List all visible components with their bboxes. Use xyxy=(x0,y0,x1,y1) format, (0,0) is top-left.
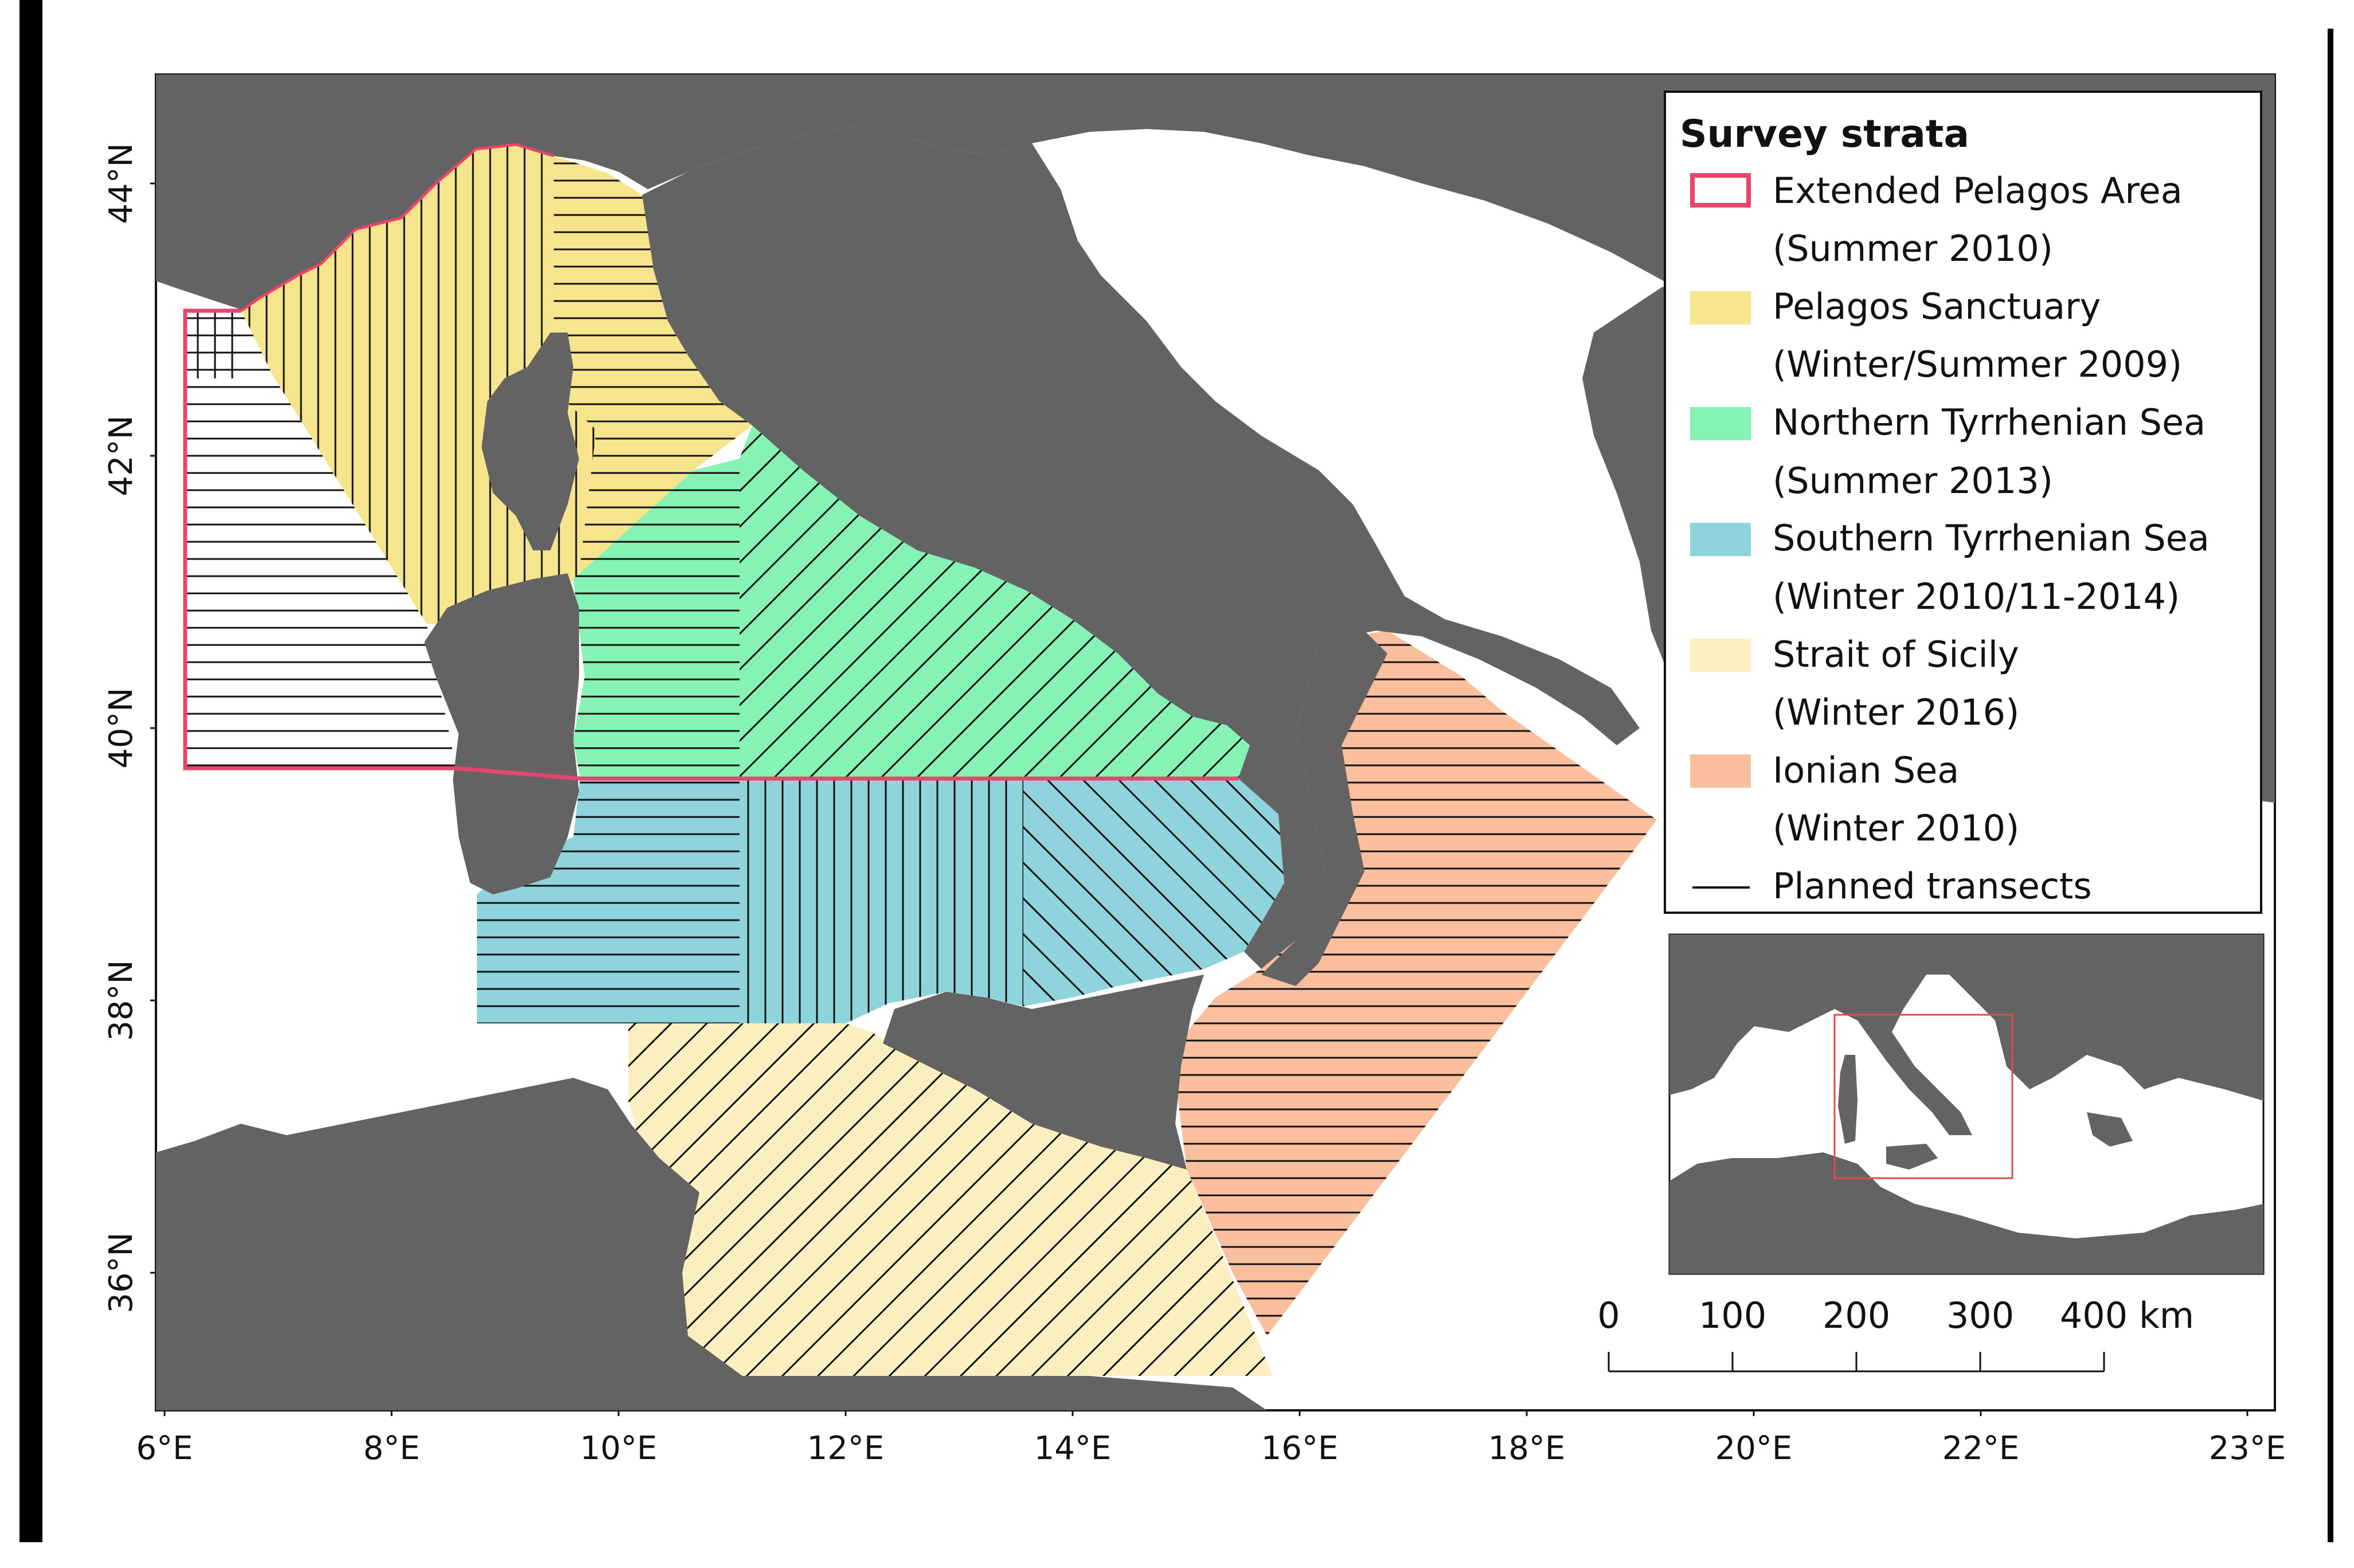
land-corsica xyxy=(482,333,579,550)
left-border-bar xyxy=(19,0,42,1542)
legend-label-southern-tyrrhenian: Southern Tyrrhenian Sea xyxy=(1773,517,2210,559)
legend-swatch-extended-pelagos xyxy=(1690,173,1751,208)
x-tick-23: 23°E xyxy=(2209,1430,2286,1467)
scale-label-300: 300 xyxy=(1946,1295,2014,1336)
inset-corsica-sardinia xyxy=(1838,1055,1858,1144)
x-tick-10: 10°E xyxy=(580,1430,658,1467)
legend-sub-extended-pelagos: (Summer 2010) xyxy=(1773,228,2053,269)
inset-africa xyxy=(1669,1152,2263,1274)
y-tick-44: 44°N xyxy=(103,143,140,224)
legend-sub-southern-tyrrhenian: (Winter 2010/11-2014) xyxy=(1773,576,2180,617)
x-axis: 6°E 8°E 10°E 12°E 14°E 16°E 18°E 20°E 22… xyxy=(136,1410,2286,1467)
right-border-bar xyxy=(2328,29,2333,1542)
legend-label-transects: Planned transects xyxy=(1773,865,2092,907)
x-tick-20: 20°E xyxy=(1715,1430,1793,1467)
y-tick-40: 40°N xyxy=(103,687,140,768)
land-italy xyxy=(642,126,1640,969)
inset-balkans-islands xyxy=(2087,1112,2133,1147)
y-tick-38: 38°N xyxy=(103,960,140,1041)
extended-pelagos-coast-outline xyxy=(240,143,554,312)
legend-sub-strait-of-sicily: (Winter 2016) xyxy=(1773,691,2019,733)
scale-bar: 0 100 200 300 400 km xyxy=(1597,1295,2194,1373)
legend-sub-northern-tyrrhenian: (Summer 2013) xyxy=(1773,460,2053,502)
inset-europe xyxy=(1669,934,2263,1135)
inset-study-area-box xyxy=(1833,1014,2013,1179)
legend-swatch-pelagos xyxy=(1690,291,1751,324)
scale-label-0: 0 xyxy=(1597,1295,1620,1336)
legend-box xyxy=(1664,91,2262,914)
x-tick-14: 14°E xyxy=(1034,1430,1112,1467)
inset-sicily xyxy=(1886,1144,1938,1170)
y-tick-36: 36°N xyxy=(103,1232,140,1313)
x-tick-16: 16°E xyxy=(1261,1430,1339,1467)
x-tick-8: 8°E xyxy=(363,1430,420,1467)
scale-label-100: 100 xyxy=(1699,1295,1766,1336)
legend: Survey strata Extended Pelagos Area (Sum… xyxy=(1664,91,2262,914)
land-north-africa xyxy=(156,1078,1267,1410)
x-tick-12: 12°E xyxy=(807,1430,885,1467)
legend-swatch-strait-of-sicily xyxy=(1690,639,1751,672)
legend-title: Survey strata xyxy=(1680,112,1969,156)
legend-label-pelagos: Pelagos Sanctuary xyxy=(1773,286,2101,327)
legend-label-strait-of-sicily: Strait of Sicily xyxy=(1773,634,2019,675)
map-content xyxy=(156,75,2275,1410)
y-axis: 44°N 42°N 40°N 38°N 36°N xyxy=(103,143,156,1313)
legend-label-northern-tyrrhenian: Northern Tyrrhenian Sea xyxy=(1773,401,2206,443)
scale-label-400: 400 km xyxy=(2060,1295,2194,1336)
legend-swatch-southern-tyrrhenian xyxy=(1690,523,1751,556)
legend-label-ionian: Ionian Sea xyxy=(1773,749,1959,791)
legend-swatch-ionian xyxy=(1690,754,1751,788)
land-sicily xyxy=(883,975,1204,1170)
extended-pelagos-outline xyxy=(183,308,1238,781)
y-tick-42: 42°N xyxy=(103,415,140,496)
legend-sub-pelagos: (Winter/Summer 2009) xyxy=(1773,343,2182,385)
x-tick-18: 18°E xyxy=(1488,1430,1566,1467)
legend-sub-ionian: (Winter 2010) xyxy=(1773,807,2019,849)
scale-label-200: 200 xyxy=(1823,1295,1890,1336)
land-calabria xyxy=(1261,631,1387,986)
land-sardinia xyxy=(424,573,579,894)
legend-label-extended-pelagos: Extended Pelagos Area xyxy=(1773,170,2183,212)
legend-swatch-northern-tyrrhenian xyxy=(1690,407,1751,440)
x-tick-6: 6°E xyxy=(136,1430,193,1467)
x-tick-22: 22°E xyxy=(1942,1430,2020,1467)
inset-map xyxy=(1668,933,2265,1275)
